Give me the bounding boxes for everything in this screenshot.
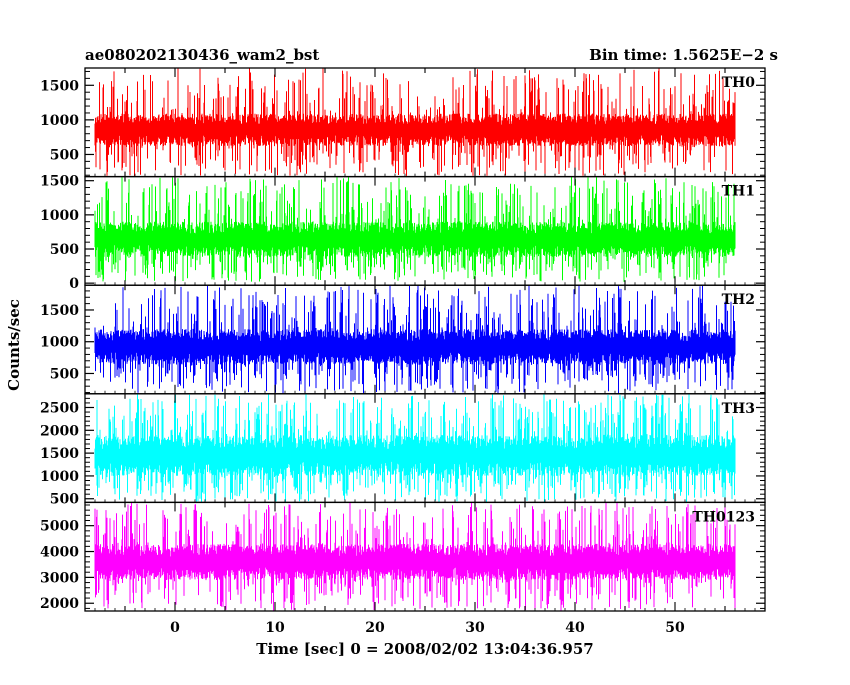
panel-label: TH2 [722, 292, 755, 308]
y-tick-label: 1000 [40, 208, 79, 224]
panel-th0: 500 1000 1500 TH0 [40, 67, 766, 178]
y-tick-label: 3000 [40, 570, 79, 586]
y-tick-label: 1500 [40, 446, 79, 462]
x-axis-label: Time [sec] 0 = 2008/02/02 13:04:36.957 [256, 640, 593, 658]
y-tick-label: 0 [69, 276, 79, 292]
series-th0123 [94, 502, 736, 611]
x-tick-label: 20 [365, 620, 385, 636]
panel-th2: 500 1000 1500 TH2 [40, 284, 766, 395]
y-tick-label: 2000 [40, 423, 79, 439]
series-th1 [94, 176, 736, 282]
y-tick-label: 4000 [40, 545, 79, 561]
panel-label: TH0 [722, 75, 756, 91]
y-tick-label: 500 [50, 242, 79, 258]
y-tick-label: 1000 [40, 335, 79, 351]
panels-group: 500 1000 1500 TH0 0 500 1000 1500 TH1 500 1000 1500… [40, 67, 766, 612]
panel-label: TH3 [722, 401, 755, 417]
series-th0 [94, 68, 736, 177]
y-tick-label: 1500 [40, 303, 79, 319]
x-tick-label: 40 [565, 620, 585, 636]
panel-label: TH1 [722, 184, 755, 200]
chart-subtitle: Bin time: 1.5625E−2 s [589, 46, 778, 64]
y-tick-label: 2500 [40, 400, 79, 416]
y-tick-label: 1500 [40, 78, 79, 94]
y-axis-label: Counts/sec [5, 299, 23, 391]
panel-label: TH0123 [692, 509, 755, 525]
y-tick-label: 1500 [40, 174, 79, 190]
x-tick-label: 10 [265, 620, 285, 636]
x-tick-label: 0 [170, 620, 180, 636]
x-tick-label: 30 [465, 620, 485, 636]
y-tick-label: 2000 [40, 596, 79, 612]
y-tick-label: 500 [50, 366, 79, 382]
y-tick-label: 500 [50, 147, 79, 163]
y-tick-label: 5000 [40, 519, 79, 535]
series-th3 [94, 393, 736, 503]
x-tick-label: 50 [665, 620, 685, 636]
series-th2 [94, 285, 736, 394]
y-tick-label: 1000 [40, 469, 79, 485]
chart-title: ae080202130436_wam2_bst [85, 46, 319, 64]
panel-th3: 500 1000 1500 2000 2500 TH3 [40, 393, 766, 508]
x-axis: 0 10 20 30 40 50 [170, 620, 685, 636]
panel-th0123: 2000 3000 4000 5000 TH0123 [40, 501, 766, 612]
y-tick-label: 500 [50, 492, 79, 508]
y-tick-label: 1000 [40, 113, 79, 129]
panel-th1: 0 500 1000 1500 TH1 [40, 174, 766, 292]
